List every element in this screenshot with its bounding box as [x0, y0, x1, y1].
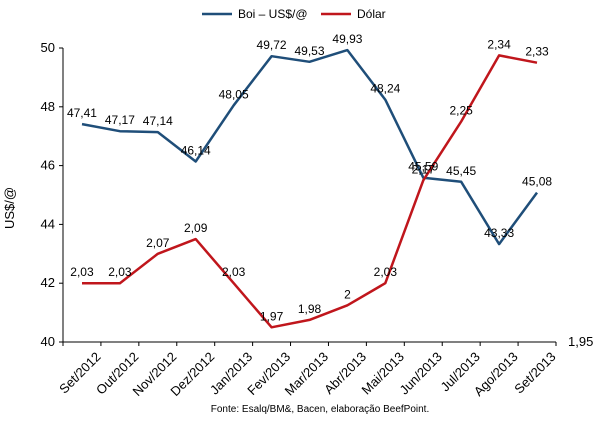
data-labels: 47,41 47,17 47,14 46,14 48,05 49,72 49,53 49,93… — [67, 32, 552, 323]
y-tick-label: 40 — [41, 334, 55, 349]
data-label: 2 — [344, 287, 351, 301]
data-label: 2,34 — [487, 37, 511, 51]
data-label: 45,08 — [522, 175, 552, 189]
data-label: 48,05 — [219, 87, 249, 101]
data-label: 46,14 — [181, 143, 211, 157]
data-label: 2,17 — [412, 162, 436, 176]
legend-entry: Boi – US$/@ — [238, 7, 308, 21]
data-label: 2,33 — [525, 45, 549, 59]
series-line-boi — [81, 48, 539, 246]
data-label: 2,09 — [184, 221, 208, 235]
secondary-y-axis: 1,95 — [568, 334, 593, 349]
x-tick-label: Jun/2013 — [396, 349, 444, 397]
data-label: 49,93 — [332, 32, 362, 46]
y-axis-label: US$/@ — [2, 187, 17, 229]
y-tick-label: 42 — [41, 275, 55, 290]
data-label: 45,59 — [408, 160, 438, 174]
series-line-dolar — [82, 54, 538, 329]
data-label: 49,53 — [294, 44, 324, 58]
y-tick-label: 46 — [41, 158, 55, 173]
data-label: 2,25 — [450, 104, 474, 118]
data-label: 47,14 — [143, 114, 173, 128]
data-label: 1,97 — [260, 309, 284, 323]
data-label: 48,24 — [370, 82, 400, 96]
y-axis: 40 42 44 46 48 50 — [41, 40, 64, 349]
y-tick-label: 44 — [41, 216, 55, 231]
y-tick-label: 48 — [41, 99, 55, 114]
data-label: 47,17 — [105, 113, 135, 127]
source-note: Fonte: Esalq/BM&, Bacen, elaboração Beef… — [211, 404, 429, 415]
data-label: 2,03 — [70, 265, 94, 279]
y-tick-label: 50 — [41, 40, 55, 55]
data-label: 2,03 — [374, 265, 398, 279]
series-lines — [81, 48, 539, 329]
x-axis: Set/2012Out/2012Nov/2012Dez/2012Jan/2013… — [56, 341, 559, 399]
data-label: 2,03 — [222, 265, 246, 279]
data-label: 2,07 — [146, 236, 170, 250]
data-label: 1,98 — [298, 302, 322, 316]
x-tick-label: Set/2013 — [511, 349, 558, 396]
legend-entry: Dólar — [357, 7, 386, 21]
data-label: 45,45 — [446, 164, 476, 178]
data-label: 2,03 — [108, 265, 132, 279]
data-label: 47,41 — [67, 106, 97, 120]
y2-tick-label: 1,95 — [568, 334, 593, 349]
legend: Boi – US$/@ Dólar — [202, 7, 386, 21]
data-label: 43,33 — [484, 226, 514, 240]
data-label: 49,72 — [257, 38, 287, 52]
